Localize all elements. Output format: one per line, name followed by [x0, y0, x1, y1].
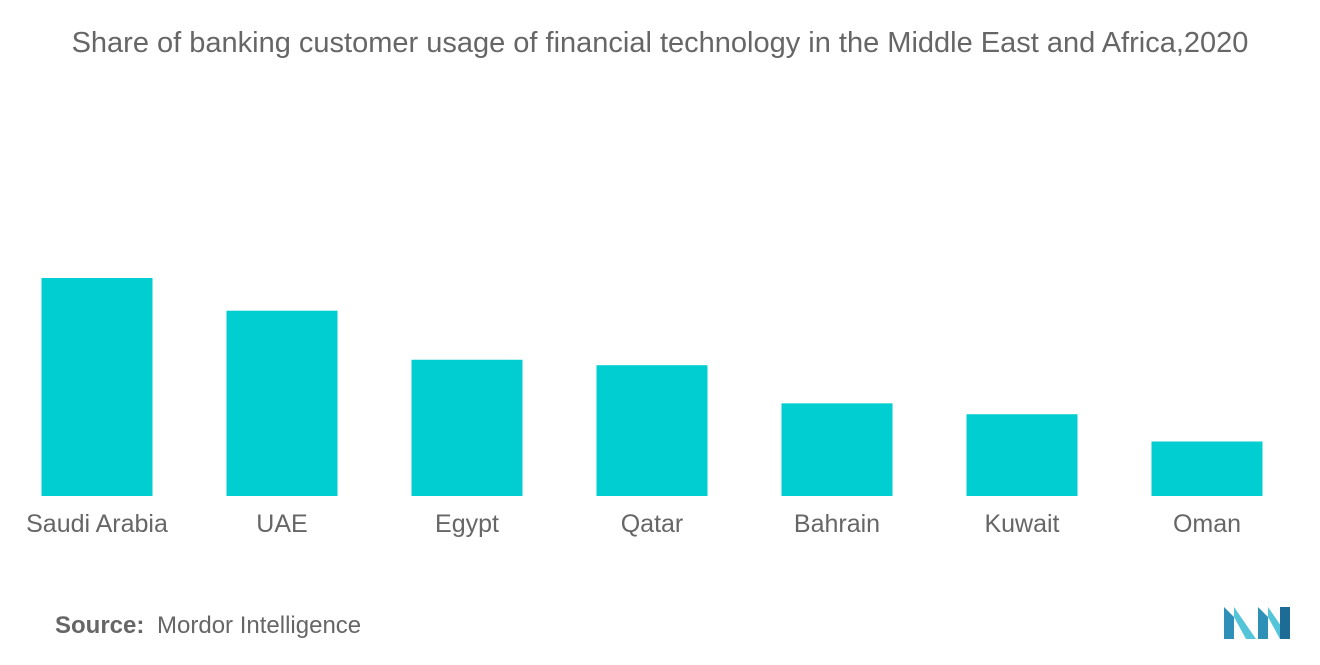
- source-text: Mordor Intelligence: [157, 612, 362, 639]
- bar-chart: Saudi Arabia UAE Egypt Qatar Bahrain Kuwait Om…: [26, 278, 1263, 538]
- bar-oman: [1151, 441, 1263, 496]
- x-tick-label: UAE: [256, 510, 307, 538]
- x-tick-label: Oman: [1173, 510, 1241, 538]
- x-axis-labels: Saudi Arabia UAE Egypt Qatar Bahrain Kuwait Om…: [26, 510, 1241, 538]
- bar-bahrain: [781, 403, 893, 496]
- x-tick-label: Bahrain: [794, 510, 880, 538]
- x-tick-label: Qatar: [621, 510, 684, 538]
- bar-egypt: [411, 359, 523, 496]
- source-label: Source:: [55, 612, 145, 639]
- x-tick-label: Kuwait: [984, 510, 1059, 538]
- x-tick-label: Egypt: [435, 510, 499, 538]
- source-note: Source: Mordor Intelligence: [55, 612, 361, 640]
- bars-group: [41, 278, 1263, 496]
- bar-qatar: [596, 365, 708, 496]
- mordor-intelligence-logo-icon: [1224, 607, 1290, 639]
- x-tick-label: Saudi Arabia: [26, 510, 168, 538]
- bar-saudi-arabia: [41, 278, 153, 496]
- bar-uae: [226, 310, 338, 496]
- bar-kuwait: [966, 414, 1078, 496]
- chart-title: Share of banking customer usage of finan…: [71, 27, 1249, 59]
